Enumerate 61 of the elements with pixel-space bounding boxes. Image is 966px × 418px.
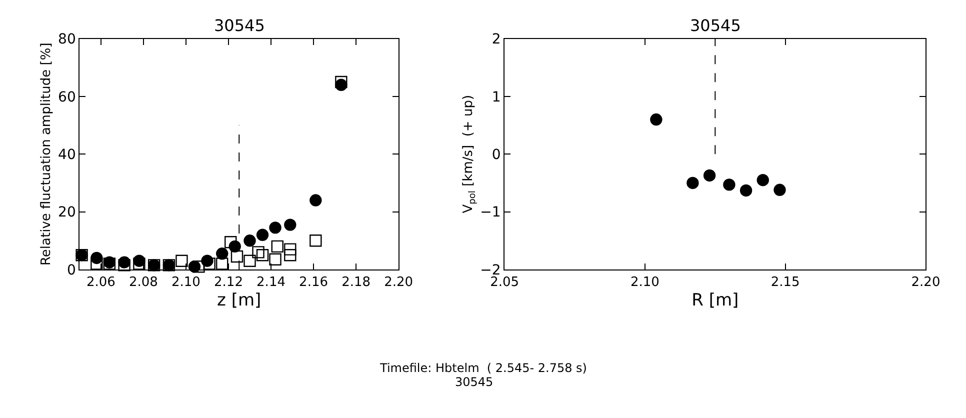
point [310,194,322,206]
point [740,184,752,197]
point [90,252,103,264]
text: Timefile: Hbtelm ( 2.545- 2.758 s) [379,361,587,375]
point [284,248,296,262]
x-tick-label: 2.16 [299,275,328,290]
x-tick-label: 2.18 [342,275,371,290]
point [118,256,130,268]
point [686,176,699,190]
point [224,236,237,248]
point [133,254,146,267]
point [650,113,662,126]
point [256,228,269,241]
y-tick-label: −1 [480,204,501,221]
point [201,254,214,267]
point [271,240,284,253]
y-tick-label: 60 [58,89,76,106]
chart-title: 30545 [690,16,741,35]
point [256,248,269,262]
point [244,254,256,267]
y-tick-label: 0 [492,147,501,164]
x-tick-label: 2.06 [86,275,116,290]
x-tick-label: 2.20 [911,275,940,290]
x-tick-label: 2.05 [490,275,520,290]
point [774,184,786,196]
x-axis-title: z [m] [217,290,262,311]
x-tick-label: 2.10 [171,275,200,290]
point [269,253,282,266]
y-tick-label: 20 [58,204,76,221]
point [244,234,256,247]
y-tick-label: 1 [492,89,501,106]
point [756,174,769,186]
chart-title: 30545 [214,16,265,35]
x-tick-label: 2.10 [630,275,660,290]
point [310,234,322,247]
x-tick-label: 2.08 [128,275,158,290]
point [284,218,296,231]
text: 30545 [455,375,494,389]
point [703,169,716,182]
point [216,258,228,270]
point [335,78,348,92]
y-tick-label: 0 [66,262,76,278]
point [216,248,228,260]
point [284,243,296,256]
point [230,250,244,263]
y-axis-title: Relative fluctuation amplitude [%] [38,42,54,266]
y-tick-label: 40 [58,147,76,164]
x-tick-label: 2.12 [214,275,243,290]
x-tick-label: 2.20 [384,275,414,290]
y-tick-label: 2 [492,32,501,48]
point [188,260,201,273]
x-axis-title: R [m] [692,290,739,311]
x-tick-label: 2.15 [770,275,800,290]
point [176,254,188,267]
point [335,76,348,88]
point [252,246,264,258]
point [228,240,241,253]
x-tick-label: 2.14 [256,275,286,290]
point [723,178,736,191]
y-tick-label: 80 [58,32,76,48]
point [269,222,282,234]
